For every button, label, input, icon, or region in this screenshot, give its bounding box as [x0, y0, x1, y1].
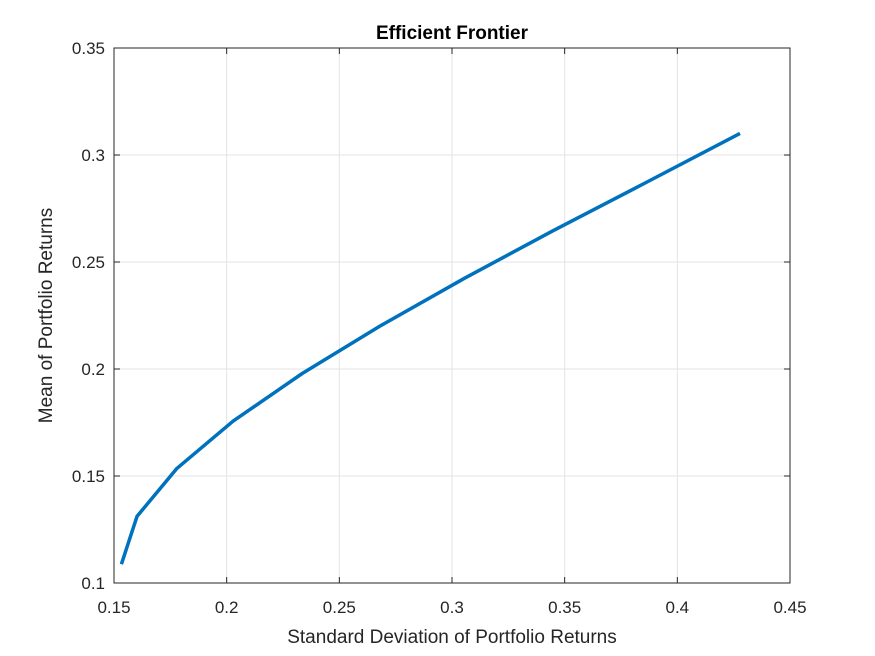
- y-tick-label-0-35: 0.35: [72, 39, 105, 58]
- x-tick-label-0-25: 0.25: [323, 598, 356, 617]
- x-tick-label-0-35: 0.35: [548, 598, 581, 617]
- x-tick-label-0-15: 0.15: [97, 598, 130, 617]
- x-tick-label-0-3: 0.3: [440, 598, 464, 617]
- y-tick-label-0-15: 0.15: [72, 467, 105, 486]
- axis-ticks: [113, 47, 791, 584]
- efficient-frontier-line-0: [119, 131, 741, 565]
- x-tick-label-0-2: 0.2: [215, 598, 239, 617]
- tick-labels: 0.15 0.2 0.25 0.3 0.35 0.4 0.45 0.1 0.15 0.2 0.25 0…: [72, 39, 807, 617]
- x-tick-label-0-4: 0.4: [666, 598, 690, 617]
- y-axis-label: Mean of Portfolio Returns: [36, 208, 57, 423]
- grid-lines: [114, 48, 790, 583]
- x-axis-label: Standard Deviation of Portfolio Returns: [287, 627, 617, 648]
- y-tick-label-0-25: 0.25: [72, 253, 105, 272]
- x-tick-label-0-45: 0.45: [773, 598, 806, 617]
- y-tick-label-0-3: 0.3: [81, 146, 105, 165]
- y-tick-label-0-1: 0.1: [81, 574, 105, 593]
- chart-title: Efficient Frontier: [376, 23, 529, 44]
- y-tick-label-0-2: 0.2: [81, 360, 105, 379]
- series-layer: [119, 131, 741, 565]
